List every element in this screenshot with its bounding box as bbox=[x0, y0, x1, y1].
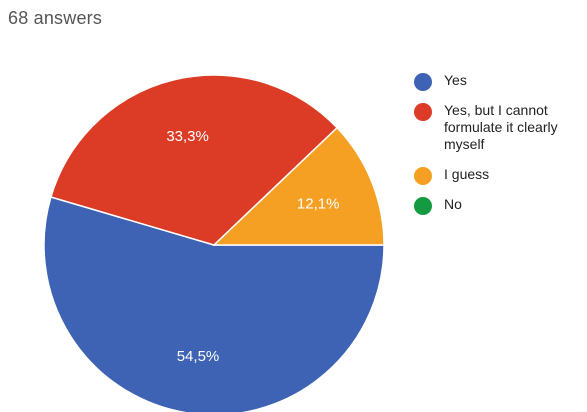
legend-item-2[interactable]: I guess bbox=[414, 166, 586, 185]
legend-item-0[interactable]: Yes bbox=[414, 72, 586, 91]
legend-label-1-line-0: Yes, but I cannot bbox=[444, 102, 548, 118]
legend-label-1-line-1: formulate it clearly bbox=[444, 119, 558, 135]
chart-legend: Yes Yes, but I cannot formulate it clearly… bbox=[414, 72, 586, 215]
slice-value-label-2: 12,1% bbox=[297, 195, 340, 212]
slice-value-label-1: 33,3% bbox=[166, 128, 209, 145]
slice-value-label-0: 54,5% bbox=[177, 348, 220, 365]
legend-swatch-2 bbox=[414, 167, 432, 185]
legend-label-1-line-2: myself bbox=[444, 136, 485, 152]
legend-swatch-3 bbox=[414, 197, 432, 215]
legend-label-3-line-0: No bbox=[444, 196, 462, 212]
legend-item-1[interactable]: Yes, but I cannot formulate it clearly mys… bbox=[414, 102, 586, 153]
pie-slice-2[interactable] bbox=[212, 126, 385, 246]
pie-slice-0[interactable] bbox=[43, 196, 385, 412]
legend-label-0-line-0: Yes bbox=[444, 72, 467, 88]
legend-swatch-0 bbox=[414, 73, 432, 91]
legend-label-2-line-0: I guess bbox=[444, 166, 490, 182]
answers-count: 68 answers bbox=[8, 8, 103, 28]
legend-item-3[interactable]: No bbox=[414, 196, 586, 215]
pie-slice-1[interactable] bbox=[49, 74, 339, 246]
legend-swatch-1 bbox=[414, 103, 432, 121]
